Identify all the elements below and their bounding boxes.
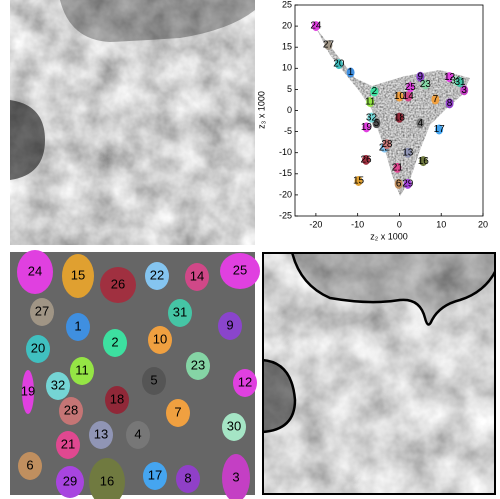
- x-tick-label: 0: [397, 219, 402, 229]
- region-label: 22: [150, 267, 164, 282]
- region-label: 20: [31, 340, 45, 355]
- region-label: 2: [111, 334, 118, 349]
- region-label: 7: [174, 404, 181, 419]
- region-label: 21: [61, 436, 75, 451]
- y-tick-label: 0: [287, 105, 292, 115]
- region-label: 3: [232, 469, 239, 484]
- cluster-label: 24: [310, 21, 322, 32]
- region-label: 31: [173, 304, 187, 319]
- region-label: 24: [28, 263, 42, 278]
- cluster-label: 11: [365, 97, 376, 108]
- cluster-label: 28: [381, 139, 393, 150]
- region-label: 6: [26, 457, 33, 472]
- cluster-label: 23: [420, 79, 432, 90]
- cluster-label: 20: [333, 59, 345, 70]
- cluster-label: 17: [434, 124, 446, 135]
- y-tick-label: -25: [279, 210, 292, 220]
- region-label: 14: [190, 268, 204, 283]
- region-label: 13: [94, 426, 108, 441]
- region-label: 12: [238, 374, 252, 389]
- cluster-label: 18: [394, 112, 406, 123]
- region-label: 5: [150, 372, 157, 387]
- y-tick-label: 20: [282, 20, 292, 30]
- region-label: 18: [110, 391, 124, 406]
- x-tick-label: 20: [478, 219, 488, 229]
- region-label: 27: [35, 303, 49, 318]
- y-tick-label: 25: [282, 0, 292, 9]
- region-label: 16: [100, 473, 114, 488]
- y-tick-label: 15: [282, 42, 292, 52]
- x-axis-label: z₂ x 1000: [370, 231, 408, 241]
- region-label: 9: [226, 317, 233, 332]
- region-label: 32: [51, 377, 65, 392]
- y-tick-label: 5: [287, 84, 292, 94]
- region-label: 23: [191, 357, 205, 372]
- figure: 1234567891011121314151617181920212223242…: [0, 0, 500, 499]
- region-label: 19: [21, 383, 35, 398]
- cluster-label: 21: [392, 163, 404, 174]
- region-label: 17: [148, 467, 162, 482]
- region-label: 1: [74, 318, 81, 333]
- region-label: 15: [71, 267, 85, 282]
- cluster-label: 27: [323, 40, 335, 51]
- region-label: 11: [75, 362, 89, 377]
- texture-image: [10, 0, 255, 245]
- cluster-label: 19: [361, 122, 373, 133]
- y-tick-label: -5: [284, 126, 292, 136]
- region-label: 26: [111, 276, 125, 291]
- region-label: 8: [184, 470, 191, 485]
- cluster-label: 6: [396, 179, 402, 190]
- cluster-label: 32: [366, 112, 378, 123]
- x-tick-label: 10: [436, 219, 446, 229]
- region-label: 29: [63, 473, 77, 488]
- cluster-label: 2: [372, 86, 378, 97]
- cluster-label: 7: [433, 94, 439, 105]
- region-label: 28: [64, 402, 78, 417]
- y-tick-label: 10: [282, 63, 292, 73]
- x-tick-label: -20: [309, 219, 322, 229]
- cluster-label: 1: [348, 67, 354, 78]
- contour-image: [262, 252, 496, 495]
- y-axis-label: z₃ x 1000: [256, 91, 266, 129]
- cluster-label: 8: [447, 98, 453, 109]
- x-tick-label: -10: [351, 219, 364, 229]
- cluster-label: 29: [402, 179, 414, 190]
- region-label: 10: [153, 331, 167, 346]
- region-label: 25: [233, 262, 247, 277]
- y-tick-label: -20: [279, 189, 292, 199]
- cluster-label: 25: [405, 82, 417, 93]
- cluster-label: 15: [353, 176, 365, 187]
- cluster-label: 4: [418, 118, 424, 129]
- y-tick-label: -10: [279, 147, 292, 157]
- cluster-label: 16: [418, 156, 430, 167]
- region-label: 4: [134, 426, 141, 441]
- cluster-label: 26: [360, 155, 372, 166]
- cluster-label: 13: [402, 147, 414, 158]
- y-tick-label: -15: [279, 168, 292, 178]
- region-label: 30: [227, 418, 241, 433]
- cluster-label: 31: [454, 77, 466, 88]
